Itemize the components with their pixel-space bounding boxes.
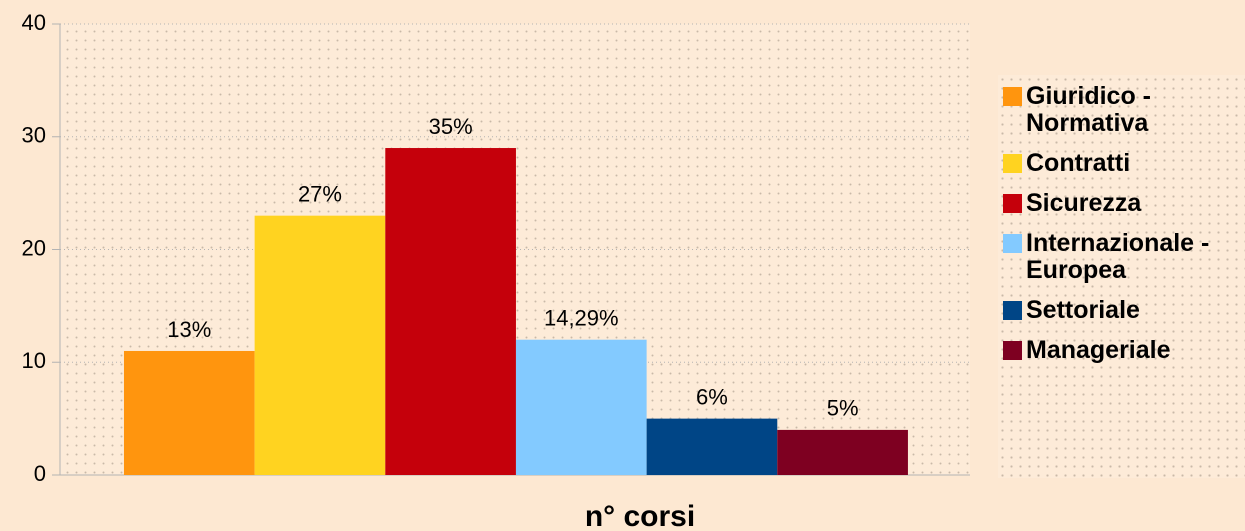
bar: [385, 148, 516, 475]
legend-label: Settoriale: [1026, 296, 1140, 324]
legend-entry: Giuridico - Normativa: [1003, 83, 1245, 137]
legend-label: Contratti: [1026, 149, 1131, 177]
y-tick-label: 40: [22, 10, 46, 35]
y-tick-label: 0: [34, 461, 46, 486]
data-label: 13%: [167, 317, 211, 342]
data-label: 35%: [429, 114, 473, 139]
legend-label: Internazionale - Europea: [1026, 229, 1210, 284]
legend: Giuridico - Normativa Contratti Sicurezza I…: [998, 75, 1245, 478]
y-tick-label: 10: [22, 348, 46, 373]
legend-swatch: [1003, 194, 1022, 213]
legend-label: Sicurezza: [1026, 189, 1142, 217]
legend-swatch: [1003, 87, 1022, 106]
data-label: 6%: [696, 384, 728, 409]
legend-entry: Sicurezza: [1003, 190, 1245, 217]
legend-swatch: [1003, 341, 1022, 360]
legend-swatch: [1003, 154, 1022, 173]
legend-entry: Manageriale: [1003, 337, 1245, 364]
legend-swatch: [1003, 301, 1022, 320]
legend-label: Manageriale: [1026, 336, 1171, 364]
bar: [777, 429, 908, 475]
data-label: 14,29%: [544, 306, 619, 331]
legend-entry: Settoriale: [1003, 297, 1245, 324]
data-label: 5%: [827, 396, 859, 421]
bar: [123, 350, 255, 475]
legend-entry: Contratti: [1003, 150, 1245, 177]
legend-swatch: [1003, 234, 1022, 253]
bar: [254, 215, 386, 476]
data-label: 27%: [298, 181, 342, 206]
bar: [515, 339, 647, 475]
x-axis-label: n° corsi: [585, 500, 695, 531]
legend-entry: Internazionale - Europea: [1003, 230, 1245, 284]
legend-label: Giuridico - Normativa: [1026, 82, 1151, 137]
bar: [646, 418, 778, 475]
y-tick-label: 20: [22, 235, 46, 260]
y-tick-label: 30: [22, 123, 46, 148]
